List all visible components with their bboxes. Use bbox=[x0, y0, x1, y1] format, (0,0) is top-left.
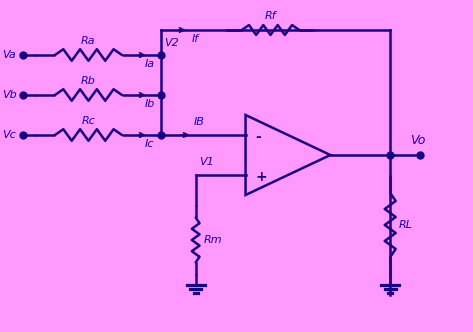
Text: Vb: Vb bbox=[2, 90, 17, 100]
Text: Rc: Rc bbox=[81, 116, 96, 126]
Text: +: + bbox=[255, 170, 267, 184]
Text: RL: RL bbox=[399, 220, 413, 230]
Text: IB: IB bbox=[193, 117, 204, 127]
Text: Ib: Ib bbox=[145, 99, 155, 109]
Text: Ic: Ic bbox=[145, 139, 154, 149]
Text: V2: V2 bbox=[164, 38, 178, 48]
Text: If: If bbox=[192, 34, 199, 44]
Text: V1: V1 bbox=[199, 157, 213, 167]
Text: Rm: Rm bbox=[204, 235, 222, 245]
Text: Vc: Vc bbox=[2, 130, 16, 140]
Text: Va: Va bbox=[2, 50, 16, 60]
Text: -: - bbox=[255, 130, 261, 144]
Text: Rf: Rf bbox=[265, 11, 276, 21]
Text: Ia: Ia bbox=[145, 59, 155, 69]
Text: Vo: Vo bbox=[411, 134, 426, 147]
Text: Rb: Rb bbox=[81, 76, 96, 86]
Text: Ra: Ra bbox=[81, 36, 96, 46]
